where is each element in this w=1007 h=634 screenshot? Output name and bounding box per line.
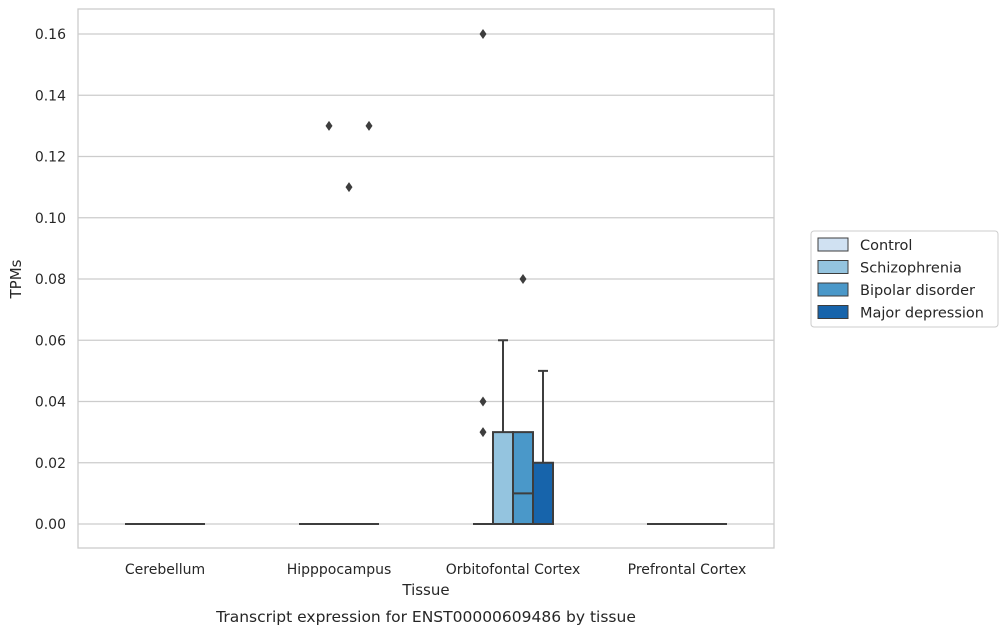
box-iqr [532, 461, 554, 525]
y-tick-labels: 0.00 0.02 0.04 0.06 0.08 0.10 0.12 0.14 0.16 [35, 27, 66, 533]
legend-swatch [817, 305, 849, 319]
x-tick-label: Cerebellum [125, 562, 205, 578]
y-tick-label: 0.08 [35, 272, 66, 288]
legend-label: Schizophrenia [860, 261, 962, 277]
legend-swatch [817, 237, 849, 252]
outlier-point [479, 396, 487, 407]
y-tick-label: 0.14 [35, 88, 66, 104]
legend-label: Major depression [860, 306, 984, 322]
legend-label: Control [860, 238, 912, 254]
boxes [125, 29, 727, 525]
x-axis-title: Tissue [401, 581, 449, 599]
box-schizophrenia [319, 120, 339, 525]
box-control [473, 29, 493, 525]
x-tick-label: Orbitofontal Cortex [446, 562, 581, 578]
legend-swatch [817, 282, 849, 297]
box-iqr [512, 431, 534, 525]
y-tick-label: 0.16 [35, 27, 66, 43]
outlier-point [479, 29, 487, 39]
plot-frame [77, 8, 775, 549]
legend-swatch [817, 260, 849, 274]
outlier-point [479, 427, 487, 438]
y-tick-label: 0.06 [35, 333, 66, 349]
outlier-point [325, 120, 333, 131]
y-tick-label: 0.12 [35, 150, 66, 166]
y-tick-label: 0.02 [35, 456, 66, 472]
outlier-point [519, 274, 527, 284]
outlier-point [345, 182, 353, 193]
chart-caption: Transcript expression for ENST0000060948… [215, 608, 636, 626]
box-iqr [492, 431, 514, 525]
x-tick-label: Prefrontal Cortex [628, 562, 747, 578]
box-major-depression [532, 369, 554, 525]
box-bipolar-disorder [339, 182, 359, 525]
x-tick-label: Hipppocampus [287, 562, 392, 578]
y-tick-label: 0.00 [35, 517, 66, 533]
y-tick-label: 0.04 [35, 395, 66, 411]
outlier-point [365, 120, 373, 131]
x-tick-labels: Cerebellum Hipppocampus Orbitofontal Corte… [125, 562, 746, 578]
y-axis-title: TPMs [7, 259, 25, 299]
legend-frame [810, 230, 999, 328]
box-major-depression [359, 120, 379, 525]
y-tick-label: 0.10 [35, 211, 66, 227]
legend-label: Bipolar disorder [860, 283, 975, 299]
legend: Control Schizophrenia Bipolar disorder Majo… [810, 230, 999, 328]
